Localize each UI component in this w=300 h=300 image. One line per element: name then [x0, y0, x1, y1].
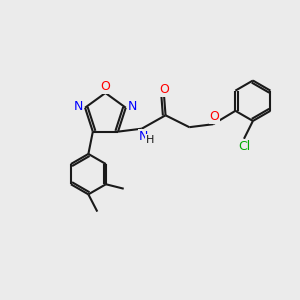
Text: O: O — [210, 110, 220, 123]
Text: O: O — [100, 80, 110, 93]
Text: N: N — [128, 100, 137, 113]
Text: N: N — [139, 130, 148, 142]
Text: Cl: Cl — [238, 140, 250, 153]
Text: O: O — [159, 83, 169, 96]
Text: N: N — [74, 100, 83, 113]
Text: H: H — [146, 135, 154, 145]
